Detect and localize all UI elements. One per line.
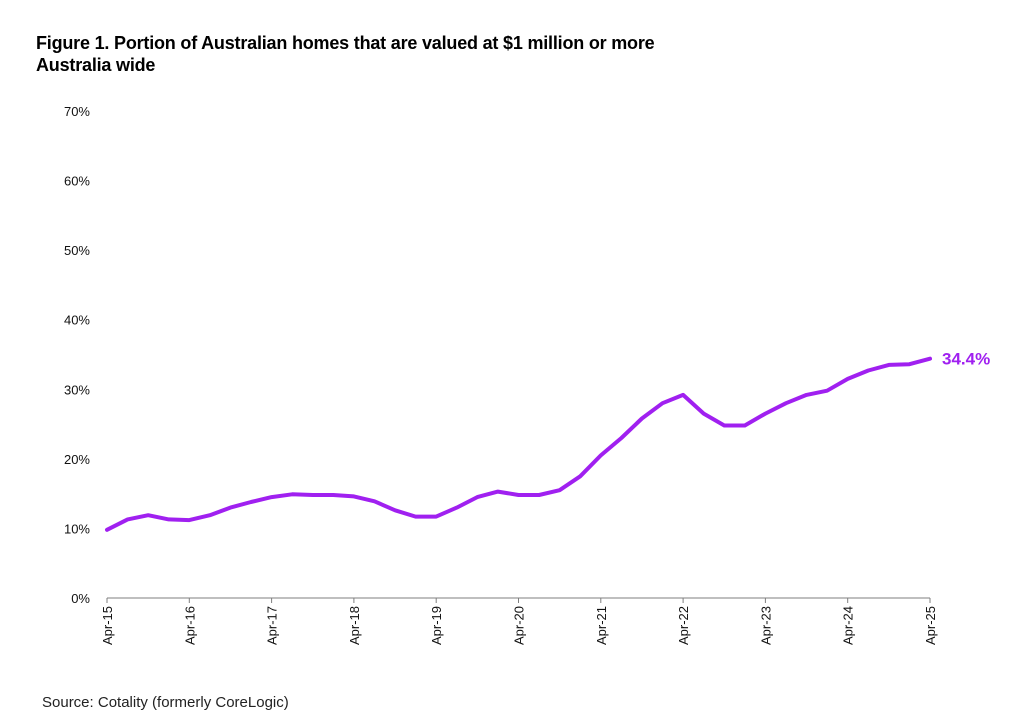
y-tick-label: 40% <box>64 313 90 328</box>
x-tick-label: Apr-15 <box>100 606 115 645</box>
y-tick-label: 0% <box>71 591 90 606</box>
title-line-2: Australia wide <box>36 55 156 75</box>
x-tick-label: Apr-24 <box>841 606 856 645</box>
y-tick-label: 70% <box>64 104 90 119</box>
x-tick-label: Apr-16 <box>182 606 197 645</box>
y-tick-label: 10% <box>64 521 90 536</box>
x-tick-label: Apr-25 <box>923 606 938 645</box>
x-tick-label: Apr-21 <box>594 606 609 645</box>
x-axis-ticks: Apr-15 Apr-16 Apr-17 Apr-18 Apr-19 Apr-20 Apr-… <box>100 598 938 645</box>
x-tick-label: Apr-17 <box>265 606 280 645</box>
y-tick-label: 20% <box>64 452 90 467</box>
end-value-label: 34.4% <box>942 350 990 369</box>
y-axis-ticks: 0% 10% 20% 30% 40% 50% 60% 70% <box>64 104 90 606</box>
x-tick-label: Apr-19 <box>429 606 444 645</box>
y-tick-label: 30% <box>64 382 90 397</box>
series-line <box>105 356 932 532</box>
x-tick-label: Apr-22 <box>676 606 691 645</box>
title-line-1: Figure 1. Portion of Australian homes th… <box>36 33 655 53</box>
x-tick-label: Apr-18 <box>347 606 362 645</box>
chart-title: Figure 1. Portion of Australian homes th… <box>36 32 655 76</box>
y-tick-label: 60% <box>64 174 90 189</box>
x-tick-label: Apr-23 <box>758 606 773 645</box>
source-note: Source: Cotality (formerly CoreLogic) <box>42 694 289 711</box>
x-tick-label: Apr-20 <box>512 606 527 645</box>
y-tick-label: 50% <box>64 243 90 258</box>
